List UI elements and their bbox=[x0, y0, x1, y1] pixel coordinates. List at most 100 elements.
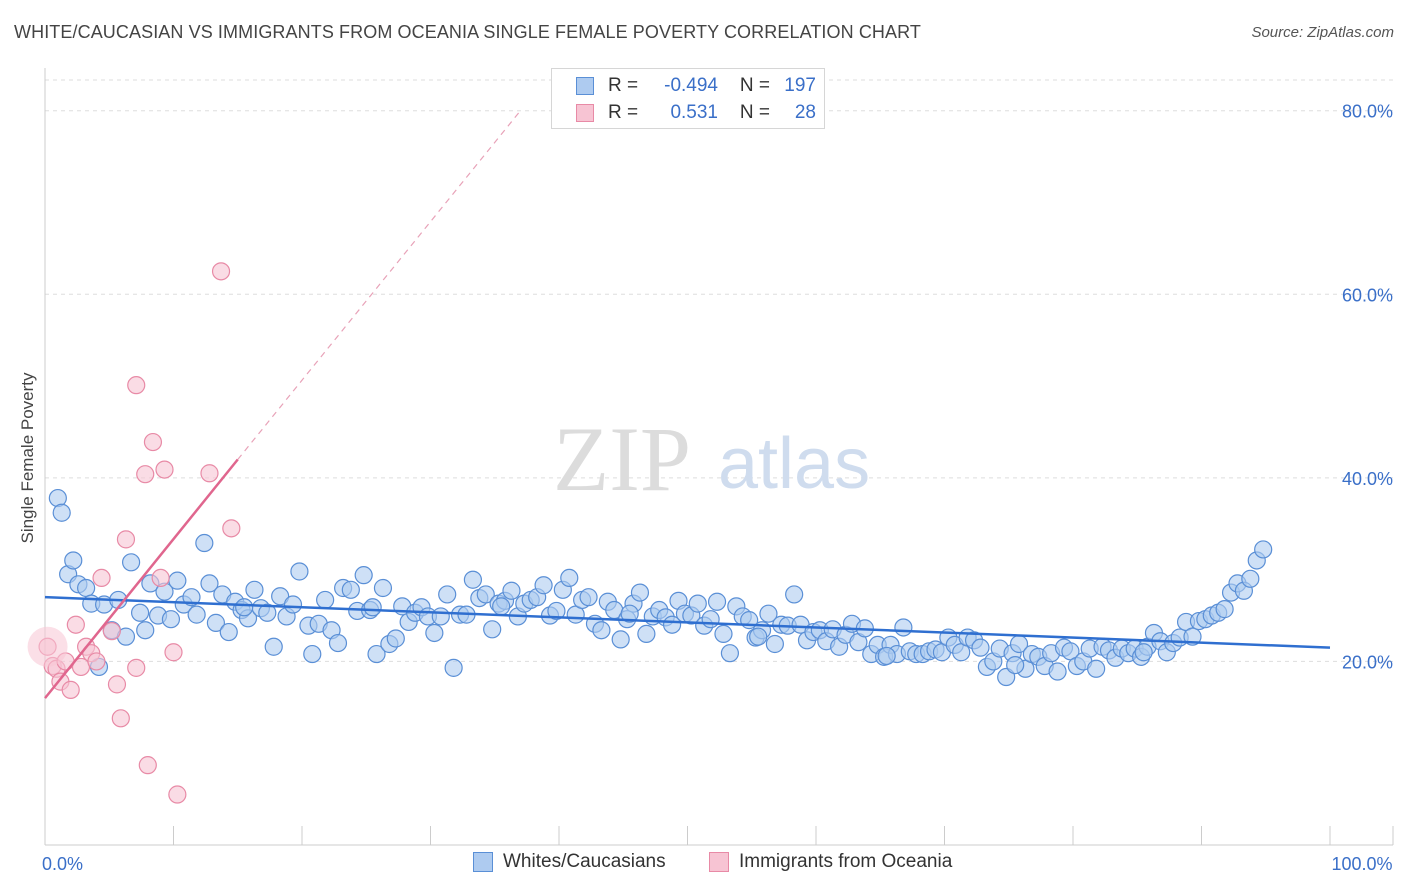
trend-line-extension-1 bbox=[237, 110, 521, 460]
legend-swatch-whites bbox=[473, 852, 493, 872]
data-point bbox=[264, 637, 283, 656]
data-point bbox=[701, 610, 720, 629]
data-point bbox=[92, 568, 111, 588]
data-point bbox=[1134, 643, 1153, 662]
data-point bbox=[444, 658, 463, 677]
trend-line-0 bbox=[44, 595, 1331, 649]
n-label: N = bbox=[739, 102, 770, 123]
data-point bbox=[502, 581, 521, 600]
data-point bbox=[164, 643, 183, 662]
data-point bbox=[363, 598, 382, 617]
trend-lines bbox=[44, 110, 1331, 699]
series-legend: Whites/Caucasians Immigrants from Oceani… bbox=[0, 851, 1406, 877]
data-point bbox=[1087, 659, 1106, 678]
data-point bbox=[211, 262, 231, 281]
data-point bbox=[1254, 540, 1273, 559]
data-point bbox=[143, 432, 163, 452]
data-point bbox=[620, 604, 639, 623]
data-point bbox=[720, 644, 740, 663]
data-point bbox=[1215, 600, 1234, 619]
data-point bbox=[77, 578, 96, 598]
data-point bbox=[155, 460, 174, 479]
data-point bbox=[222, 519, 241, 538]
data-point bbox=[328, 633, 348, 653]
legend-item-whites[interactable]: Whites/Caucasians bbox=[473, 851, 666, 873]
y-tick-label: 80.0% bbox=[1342, 102, 1393, 122]
data-point bbox=[87, 652, 106, 671]
data-point bbox=[219, 622, 238, 642]
data-point bbox=[637, 624, 656, 643]
data-point bbox=[341, 580, 360, 599]
data-point bbox=[749, 627, 768, 646]
data-point bbox=[151, 568, 170, 588]
data-point bbox=[290, 562, 309, 581]
grid-lines bbox=[45, 79, 1393, 662]
data-point bbox=[200, 464, 219, 483]
data-point bbox=[759, 604, 778, 623]
r-label: R = bbox=[608, 102, 639, 123]
legend-row-oceania: R = 0.531 N = 28 bbox=[576, 101, 816, 125]
data-point bbox=[316, 590, 335, 610]
data-point bbox=[168, 785, 187, 804]
data-point bbox=[611, 630, 630, 649]
x-tick-label: 0.0% bbox=[42, 854, 83, 874]
data-point bbox=[492, 597, 511, 616]
data-point bbox=[476, 585, 495, 604]
data-point bbox=[235, 598, 254, 617]
data-point bbox=[785, 585, 804, 604]
tick-labels: 20.0% 40.0% 60.0% 80.0% 0.0% 100.0% bbox=[42, 102, 1393, 874]
legend-swatch-whites bbox=[576, 77, 594, 95]
data-point bbox=[386, 629, 405, 648]
data-point bbox=[52, 503, 71, 522]
series-0 bbox=[48, 488, 1273, 687]
legend-label-oceania: Immigrants from Oceania bbox=[739, 851, 953, 872]
data-point bbox=[136, 465, 155, 484]
correlation-legend: R = -0.494 N = 197 R = 0.531 N = 28 bbox=[551, 68, 825, 129]
data-point bbox=[425, 623, 444, 643]
legend-swatch-oceania bbox=[709, 852, 729, 872]
data-point bbox=[195, 533, 214, 553]
data-point bbox=[66, 615, 85, 634]
legend-item-oceania[interactable]: Immigrants from Oceania bbox=[709, 851, 952, 873]
n-value: 28 bbox=[794, 102, 816, 123]
data-point bbox=[283, 595, 303, 614]
axes bbox=[44, 68, 1394, 846]
watermark-atlas: atlas bbox=[718, 424, 870, 504]
data-point bbox=[102, 622, 121, 641]
data-point bbox=[168, 571, 187, 590]
data-point bbox=[367, 644, 386, 664]
legend-swatch-oceania bbox=[576, 104, 594, 122]
data-point bbox=[579, 588, 598, 607]
data-point bbox=[130, 603, 150, 622]
data-point bbox=[1241, 569, 1260, 588]
data-point bbox=[534, 576, 553, 595]
data-point bbox=[438, 585, 457, 604]
data-point bbox=[894, 618, 913, 637]
data-point bbox=[630, 583, 650, 602]
data-point bbox=[688, 594, 707, 613]
data-points bbox=[27, 262, 1273, 804]
r-value: 0.531 bbox=[670, 102, 718, 123]
data-point bbox=[354, 566, 373, 585]
legend-label-whites: Whites/Caucasians bbox=[503, 851, 666, 872]
data-point bbox=[271, 587, 290, 606]
data-point bbox=[1048, 662, 1067, 681]
r-label: R = bbox=[608, 75, 639, 96]
data-point bbox=[971, 638, 990, 657]
data-point-cluster bbox=[27, 626, 68, 667]
data-point bbox=[182, 588, 201, 607]
data-point bbox=[765, 634, 784, 654]
data-point bbox=[111, 709, 130, 728]
data-point bbox=[200, 574, 219, 593]
data-point bbox=[136, 621, 155, 640]
data-point bbox=[707, 592, 727, 611]
data-point bbox=[107, 675, 127, 694]
data-point bbox=[303, 644, 322, 664]
data-point bbox=[373, 578, 393, 598]
data-point bbox=[127, 658, 146, 677]
y-tick-label: 20.0% bbox=[1342, 652, 1393, 672]
n-label: N = bbox=[739, 75, 770, 96]
legend-row-whites: R = -0.494 N = 197 bbox=[576, 74, 816, 98]
data-point bbox=[64, 551, 83, 570]
